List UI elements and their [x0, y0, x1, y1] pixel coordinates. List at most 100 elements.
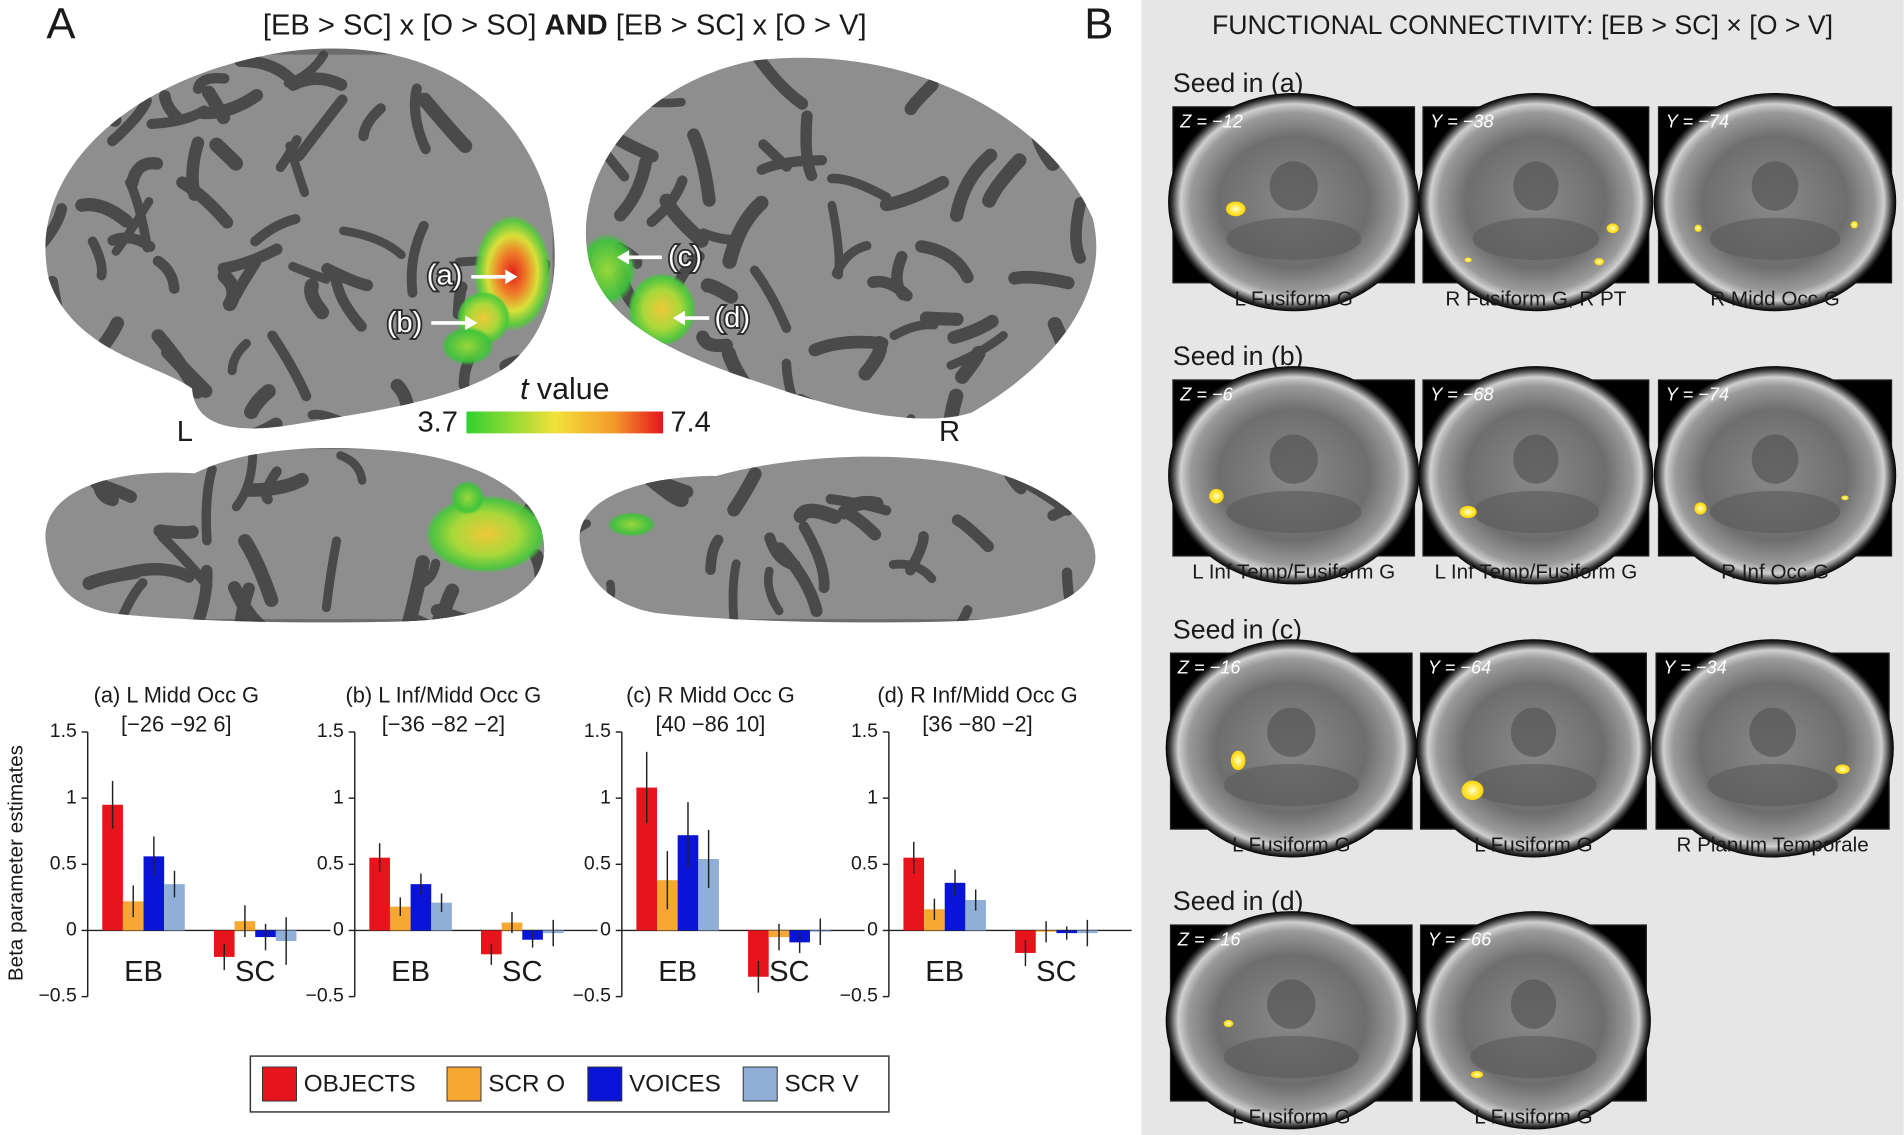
hemisphere-label: L — [177, 416, 193, 448]
sulcus — [119, 562, 195, 583]
sulcus — [227, 338, 251, 376]
legend-swatch — [587, 1066, 623, 1102]
connectivity-cluster — [1835, 764, 1850, 775]
sulcus — [800, 110, 818, 182]
chart-subtitle: [36 −80 −2] — [922, 712, 1033, 737]
y-tick-label: 1 — [66, 786, 77, 808]
mri-structure — [1267, 707, 1316, 757]
region-caption: L Fusiform G — [1232, 834, 1350, 857]
bar — [481, 930, 502, 955]
brain-surface — [45, 447, 545, 623]
legend-label: OBJECTS — [304, 1071, 416, 1098]
sulcus — [585, 88, 649, 130]
y-tick-label: −0.5 — [573, 985, 611, 1007]
sulcus — [955, 345, 986, 384]
cortex — [579, 456, 1096, 623]
sulcus — [409, 83, 431, 155]
y-tick-label: −0.5 — [38, 985, 76, 1007]
sulcus — [659, 193, 709, 248]
sulcus — [117, 56, 157, 78]
y-tick-label: 0.5 — [317, 852, 344, 874]
legend-box — [249, 1055, 890, 1113]
sulcus — [153, 524, 199, 539]
sulcus — [1071, 57, 1097, 89]
sulcus — [947, 314, 999, 345]
mri-structure — [1226, 490, 1362, 534]
legend-label: SCR V — [784, 1071, 859, 1098]
region-caption: L Inf Temp/Fusiform G — [1192, 560, 1395, 583]
brain-surfaces — [45, 48, 1097, 623]
sulcus — [46, 275, 67, 330]
sulcus — [499, 351, 548, 374]
panel-a-title: [EB > SC] x [O > SO] AND [EB > SC] x [O … — [263, 9, 867, 41]
sulcus — [267, 330, 312, 402]
activation — [627, 273, 696, 346]
sulcus — [209, 137, 244, 171]
y-tick-label: 0 — [867, 919, 878, 941]
mri-structure — [1510, 979, 1557, 1029]
sulcus — [1080, 57, 1097, 107]
chart-title: (d) R Inf/Midd Occ G — [877, 683, 1077, 708]
activation — [585, 233, 637, 306]
sulcus — [72, 402, 134, 429]
mri-structure — [1513, 161, 1559, 211]
sulcus — [506, 612, 545, 623]
region-caption: L Fusiform G — [1232, 1105, 1350, 1128]
sulcus — [915, 240, 974, 284]
connectivity-cluster — [1461, 780, 1484, 801]
sulcus — [158, 90, 185, 125]
region-caption: R Inf Occ G — [1721, 560, 1829, 583]
chart-title: (c) R Midd Occ G — [626, 683, 795, 708]
sulcus — [1042, 456, 1061, 483]
roi-label: (a) — [427, 259, 463, 291]
region-caption: L Fusiform G — [1474, 834, 1592, 857]
sulcus — [722, 195, 769, 269]
sulcus — [201, 464, 217, 546]
sulcus — [991, 428, 1035, 445]
sulcus — [417, 92, 473, 154]
mri-structure — [1751, 161, 1799, 211]
arrow-head — [465, 315, 478, 331]
sulcus — [176, 176, 234, 229]
sulcus — [161, 345, 213, 398]
sulcus — [948, 605, 973, 623]
roi-label: (b) — [387, 307, 423, 339]
chart-title: (b) L Inf/Midd Occ G — [345, 683, 541, 708]
legend-swatch — [446, 1066, 482, 1102]
connectivity-cluster — [1841, 495, 1849, 501]
sulcus — [186, 136, 205, 201]
chart-subtitle: [40 −86 10] — [655, 712, 765, 737]
bar — [903, 857, 925, 931]
sulcus — [654, 616, 684, 623]
slice-coordinate: Y = −74 — [1666, 385, 1729, 405]
x-category-label: EB — [658, 956, 697, 988]
sulcus — [45, 408, 68, 426]
region-caption: L Inf Temp/Fusiform G — [1434, 560, 1637, 583]
mri-structure — [1709, 217, 1841, 260]
sulcus — [529, 548, 545, 622]
x-category-label: SC — [1036, 956, 1076, 988]
slice-coordinate: Y = −64 — [1428, 658, 1491, 678]
sulcus — [616, 95, 686, 108]
mri-structure — [1470, 763, 1597, 807]
sulcus — [1094, 57, 1097, 128]
bar — [698, 859, 719, 931]
connectivity-cluster — [1459, 505, 1477, 519]
roi-label: (d) — [714, 302, 750, 334]
connectivity-cluster — [1230, 750, 1246, 771]
sulcus — [390, 378, 416, 429]
sulcus — [321, 536, 342, 613]
sulcus — [561, 126, 572, 154]
sulcus — [410, 614, 470, 623]
sulcus — [628, 325, 643, 406]
bar — [677, 835, 699, 931]
sulcus — [201, 85, 231, 125]
sulcus — [45, 415, 55, 429]
sulcus — [1047, 317, 1084, 395]
colorbar — [466, 411, 664, 434]
mri-structure — [1269, 161, 1318, 211]
bar — [164, 884, 185, 931]
y-tick-label: 0.5 — [50, 852, 77, 874]
x-category-label: EB — [391, 956, 430, 988]
